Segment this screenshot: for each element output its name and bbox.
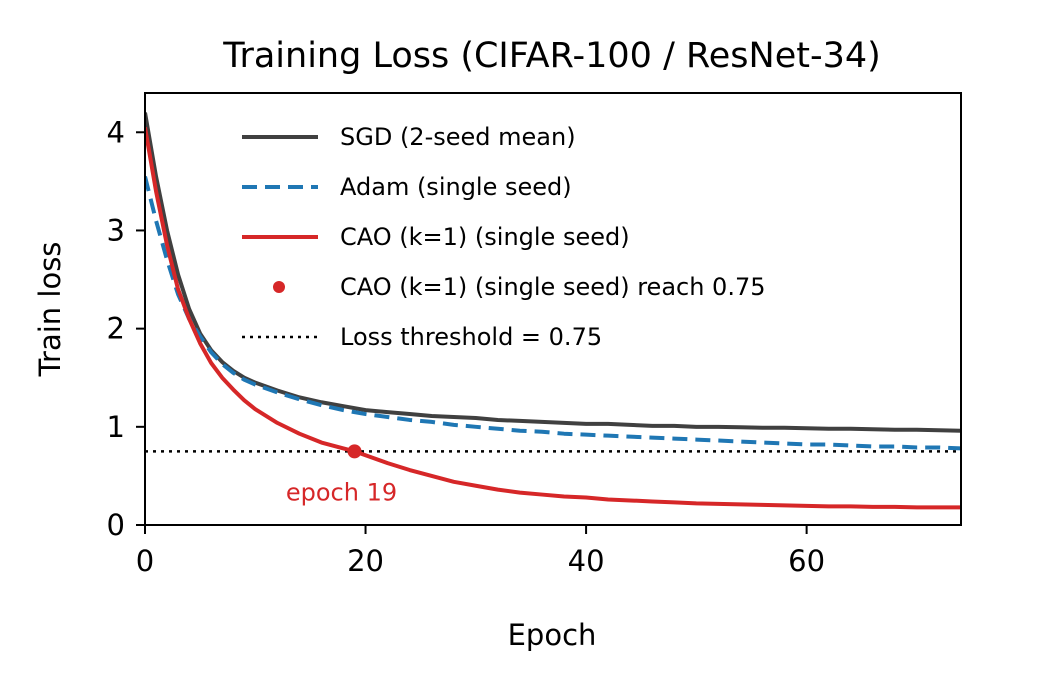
y-tick-label: 4 — [107, 115, 125, 149]
legend-label-3: CAO (k=1) (single seed) reach 0.75 — [340, 273, 766, 301]
series-line-0 — [145, 112, 961, 433]
legend-label-4: Loss threshold = 0.75 — [340, 323, 602, 351]
series-line-1 — [145, 175, 961, 451]
legend-label-1: Adam (single seed) — [340, 173, 572, 201]
y-tick-label: 1 — [107, 410, 125, 444]
marker-annotation: epoch 19 — [286, 478, 397, 506]
y-tick-label: 3 — [107, 213, 125, 247]
legend-label-2: CAO (k=1) (single seed) — [340, 223, 630, 251]
threshold-reach-marker — [347, 444, 362, 459]
y-tick-label: 0 — [107, 508, 125, 542]
x-axis-label: Epoch — [508, 618, 597, 652]
x-tick-label: 0 — [136, 544, 154, 578]
x-tick-label: 60 — [788, 544, 825, 578]
legend-label-0: SGD (2-seed mean) — [340, 123, 576, 151]
x-tick-label: 20 — [347, 544, 384, 578]
chart-title: Training Loss (CIFAR-100 / ResNet-34) — [222, 36, 881, 76]
x-tick-label: 40 — [568, 544, 605, 578]
y-axis-label: Train loss — [33, 242, 67, 378]
y-tick-label: 2 — [107, 312, 125, 346]
series-line-2 — [145, 127, 961, 510]
plot-area-frame — [144, 92, 962, 526]
legend-swatch-3 — [273, 281, 285, 293]
legend: SGD (2-seed mean) Adam (single seed) CAO (… — [242, 123, 766, 351]
